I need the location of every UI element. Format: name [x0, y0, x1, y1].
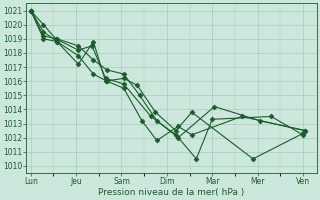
X-axis label: Pression niveau de la mer( hPa ): Pression niveau de la mer( hPa ) — [98, 188, 244, 197]
